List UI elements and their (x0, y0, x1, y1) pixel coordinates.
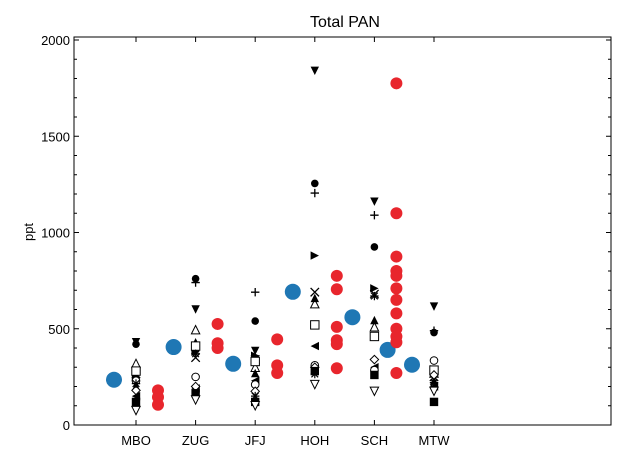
point-star (310, 369, 319, 379)
point-plus (310, 188, 319, 198)
point-red (390, 269, 403, 282)
x-tick-label: MBO (121, 433, 151, 448)
point-square-filled (429, 397, 439, 407)
point-red (390, 307, 403, 320)
point-square-open (131, 366, 141, 376)
y-tick-label: 500 (48, 322, 70, 337)
y-tick-label: 1000 (41, 226, 70, 241)
point-star (429, 378, 439, 387)
x-tick-label: MTW (418, 433, 450, 448)
point-red (330, 338, 343, 351)
point-triangle-down-open (130, 405, 142, 416)
point-red (390, 77, 403, 90)
point-plus (251, 287, 260, 297)
point-triangle-up-filled (310, 293, 319, 303)
plot-frame (73, 36, 612, 426)
point-red (390, 207, 403, 220)
point-triangle-down-open (190, 395, 201, 406)
point-red (152, 398, 164, 411)
point-triangle-up-open (309, 298, 320, 309)
point-square-filled (131, 397, 141, 407)
point-triangle-down-open (369, 386, 380, 397)
point-red (330, 362, 343, 375)
point-square-open (310, 320, 320, 330)
point-red (390, 336, 403, 349)
point-triangle-down-filled (131, 338, 141, 347)
point-red (390, 250, 403, 263)
point-plus (370, 210, 379, 220)
point-red (390, 282, 403, 295)
point-triangle-down-filled (370, 197, 379, 206)
point-triangle-down-filled (429, 302, 439, 311)
x-tick-label: JFJ (245, 433, 266, 448)
point-red (211, 342, 224, 354)
point-red (390, 293, 403, 306)
point-red (330, 283, 343, 296)
point-red (211, 317, 224, 330)
point-circle-open (429, 356, 439, 365)
y-tick-label: 1500 (41, 129, 70, 144)
x-axis: MBO ZUG JFJ HOH SCH MTW (121, 37, 450, 448)
point-triangle-up-filled (251, 368, 260, 378)
data-points (106, 66, 440, 416)
point-square-filled (370, 370, 379, 380)
x-tick-label: SCH (361, 433, 388, 448)
point-plus (429, 326, 439, 335)
point-triangle-left-filled (310, 341, 319, 351)
point-red (271, 367, 284, 380)
point-blue-mean (344, 309, 361, 326)
point-red (330, 269, 343, 282)
x-tick-label: ZUG (182, 433, 209, 448)
chart-title: Total PAN (310, 14, 380, 31)
point-blue-mean (404, 356, 420, 373)
y-tick-label: 0 (63, 418, 70, 433)
point-triangle-down-filled (191, 305, 200, 314)
point-blue-mean (284, 283, 301, 300)
point-red (330, 320, 343, 333)
point-triangle-up-open (369, 321, 380, 332)
point-star (131, 379, 141, 388)
point-square-filled (191, 389, 200, 398)
point-diamond-open (369, 354, 380, 365)
point-x (310, 287, 320, 297)
y-axis-label: ppt (21, 223, 36, 241)
point-star (251, 391, 260, 401)
point-star (191, 349, 200, 358)
point-triangle-down-filled (310, 66, 319, 75)
point-red (390, 367, 403, 380)
point-circle-filled (311, 179, 319, 188)
point-star (370, 291, 379, 301)
point-triangle-down-open (309, 379, 320, 390)
point-circle-open (191, 372, 200, 382)
point-triangle-down-open (250, 401, 261, 412)
point-triangle-down-filled (251, 346, 260, 356)
point-triangle-up-open (190, 324, 201, 335)
point-blue-mean (225, 355, 242, 372)
point-square-open (250, 356, 260, 367)
point-square-open (369, 331, 380, 342)
point-plus (191, 278, 200, 287)
point-triangle-right-filled (310, 251, 319, 260)
x-tick-label: HOH (300, 433, 329, 448)
point-triangle-right-filled (370, 284, 379, 293)
point-diamond-open (131, 385, 141, 396)
y-axis: 0 500 1000 1500 2000 (41, 33, 611, 433)
point-blue-mean (106, 371, 122, 388)
y-tick-label: 2000 (41, 33, 70, 48)
point-circle-filled (251, 317, 259, 325)
point-circle-filled (370, 243, 379, 251)
point-square-open (190, 341, 201, 351)
point-blue-mean (379, 341, 396, 358)
point-triangle-down-open (428, 386, 440, 397)
point-triangle-up-open (130, 358, 142, 369)
point-red (271, 333, 284, 346)
point-blue-mean (165, 339, 182, 356)
point-triangle-up-filled (370, 315, 379, 325)
